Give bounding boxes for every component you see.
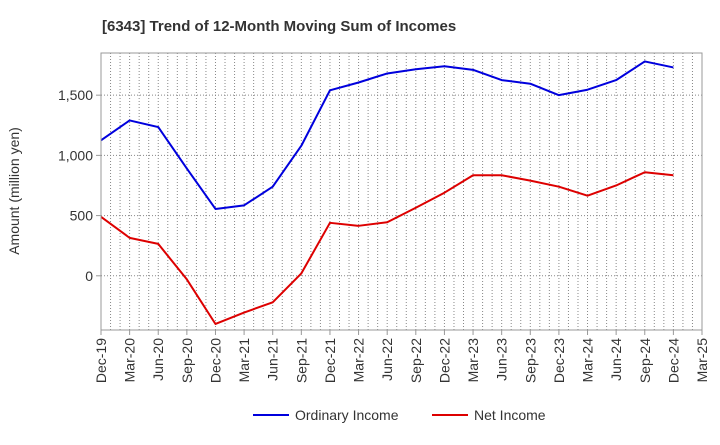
plot-frame: [100, 52, 703, 331]
x-tick-label: Mar-23: [465, 338, 481, 383]
y-tick-labels: 0 500 1,000 1,500: [58, 87, 101, 284]
x-tick-label: Sep-23: [522, 338, 538, 383]
x-tick-label: Sep-24: [637, 338, 653, 383]
series-line-net-income: [100, 171, 674, 325]
series-line-ordinary-income: [100, 60, 674, 210]
x-tick-label: Dec-23: [551, 338, 567, 383]
x-tick-label: Mar-22: [351, 338, 367, 383]
legend-label: Net Income: [474, 407, 546, 423]
y-axis-label: Amount (million yen): [6, 127, 22, 255]
x-tick-label: Dec-20: [207, 338, 223, 383]
x-tick-label: Jun-21: [265, 338, 281, 381]
x-tick-label: Dec-21: [322, 338, 338, 383]
y-tick-label: 1,000: [58, 147, 93, 163]
legend: Ordinary Income Net Income: [253, 407, 546, 423]
x-tick-label: Jun-23: [494, 338, 510, 381]
y-tick-label: 1,500: [58, 87, 93, 103]
x-tick-label: Mar-20: [122, 338, 138, 383]
x-tick-label: Mar-24: [580, 338, 596, 383]
x-tick-label: Dec-24: [665, 338, 681, 383]
y-tick-label: 500: [70, 208, 94, 224]
x-tick-label: Dec-22: [436, 338, 452, 383]
x-tick-labels: Dec-19 Mar-20 Jun-20 Sep-20 Dec-20 Mar-21 Jun-…: [93, 330, 710, 383]
y-tick-label: 0: [85, 268, 93, 284]
x-tick-label: Dec-19: [93, 338, 109, 383]
x-tick-label: Jun-24: [608, 338, 624, 381]
x-tick-label: Sep-20: [179, 338, 195, 383]
x-tick-label: Jun-22: [379, 338, 395, 381]
x-tick-label: Jun-20: [150, 338, 166, 381]
x-tick-label: Sep-22: [408, 338, 424, 383]
x-tick-label: Sep-21: [293, 338, 309, 383]
x-tick-label: Mar-25: [694, 338, 710, 383]
chart-title: [6343] Trend of 12-Month Moving Sum of I…: [102, 18, 456, 35]
series-lines: [100, 60, 674, 325]
grid-lines: [101, 53, 702, 330]
legend-label: Ordinary Income: [295, 407, 399, 423]
x-tick-label: Mar-21: [236, 338, 252, 383]
